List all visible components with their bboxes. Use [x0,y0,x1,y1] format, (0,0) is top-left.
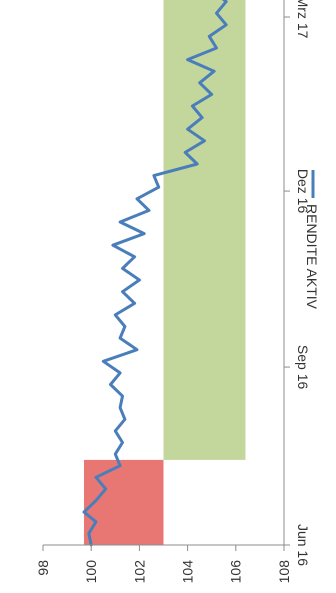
series-layer [82,0,228,547]
value-tick-label: 108 [276,560,292,584]
date-tick-label: Sep 16 [295,345,311,390]
legend-label: RENDITE AKTIV [304,204,320,310]
value-tick-label: 104 [180,560,196,584]
series-line-0 [82,0,228,547]
target-bands [83,0,246,545]
value-ticks: 98 100 102 104 106 108 [35,545,292,583]
value-tick-label: 106 [228,560,244,584]
target-band-0 [83,459,164,545]
date-ticks: Jun 16 Sep 16 Dez 16 Mrz 17 [284,0,311,566]
date-tick-label: Dez 16 [295,169,311,214]
value-tick-label: 98 [35,560,51,576]
value-tick-label: 100 [83,560,99,584]
legend: RENDITE AKTIV [304,170,320,310]
target-band-1 [163,0,246,460]
date-tick-label: Jun 16 [295,524,311,566]
value-tick-label: 102 [131,560,147,584]
date-tick-label: Mrz 17 [295,0,311,39]
